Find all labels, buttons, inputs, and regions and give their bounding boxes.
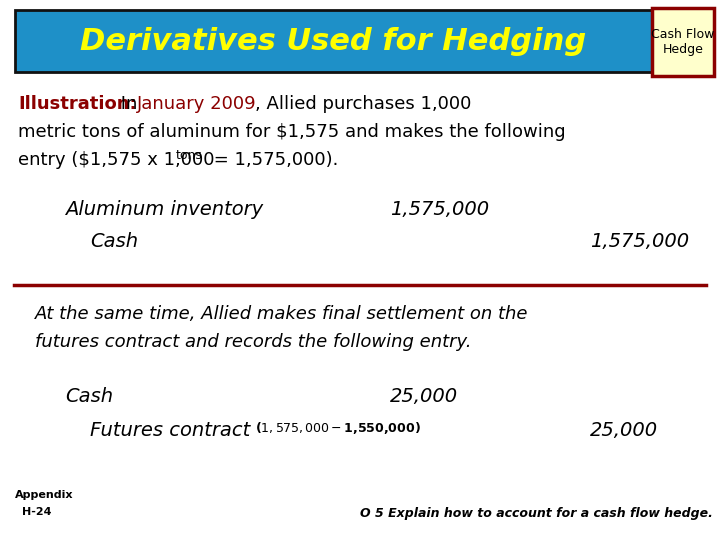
- Text: H-24: H-24: [22, 507, 52, 517]
- Text: Appendix: Appendix: [15, 490, 73, 500]
- Text: Futures contract: Futures contract: [90, 421, 251, 440]
- Text: 1,575,000: 1,575,000: [390, 200, 489, 219]
- Text: Cash: Cash: [65, 387, 113, 406]
- Text: 1,575,000: 1,575,000: [590, 232, 689, 251]
- Text: Derivatives Used for Hedging: Derivatives Used for Hedging: [81, 26, 587, 56]
- Text: At the same time, Allied makes final settlement on the: At the same time, Allied makes final set…: [35, 305, 528, 323]
- Text: entry ($1,575 x 1,000: entry ($1,575 x 1,000: [18, 151, 220, 169]
- Text: Aluminum inventory: Aluminum inventory: [65, 200, 263, 219]
- Text: tons: tons: [176, 149, 203, 162]
- Text: O 5 Explain how to account for a cash flow hedge.: O 5 Explain how to account for a cash fl…: [360, 507, 713, 520]
- Text: = 1,575,000).: = 1,575,000).: [208, 151, 338, 169]
- Text: January 2009: January 2009: [137, 95, 256, 113]
- FancyBboxPatch shape: [15, 10, 652, 72]
- Text: 25,000: 25,000: [590, 421, 658, 440]
- Text: In: In: [115, 95, 143, 113]
- Text: futures contract and records the following entry.: futures contract and records the followi…: [35, 333, 472, 351]
- FancyBboxPatch shape: [652, 8, 714, 76]
- Text: Cash Flow
Hedge: Cash Flow Hedge: [652, 28, 715, 56]
- Text: ($1,575,000-$1,550,000): ($1,575,000-$1,550,000): [255, 420, 420, 436]
- Text: metric tons of aluminum for $1,575 and makes the following: metric tons of aluminum for $1,575 and m…: [18, 123, 566, 141]
- Text: , Allied purchases 1,000: , Allied purchases 1,000: [255, 95, 472, 113]
- Text: Illustration:: Illustration:: [18, 95, 137, 113]
- Text: 25,000: 25,000: [390, 387, 458, 406]
- Text: Cash: Cash: [90, 232, 138, 251]
